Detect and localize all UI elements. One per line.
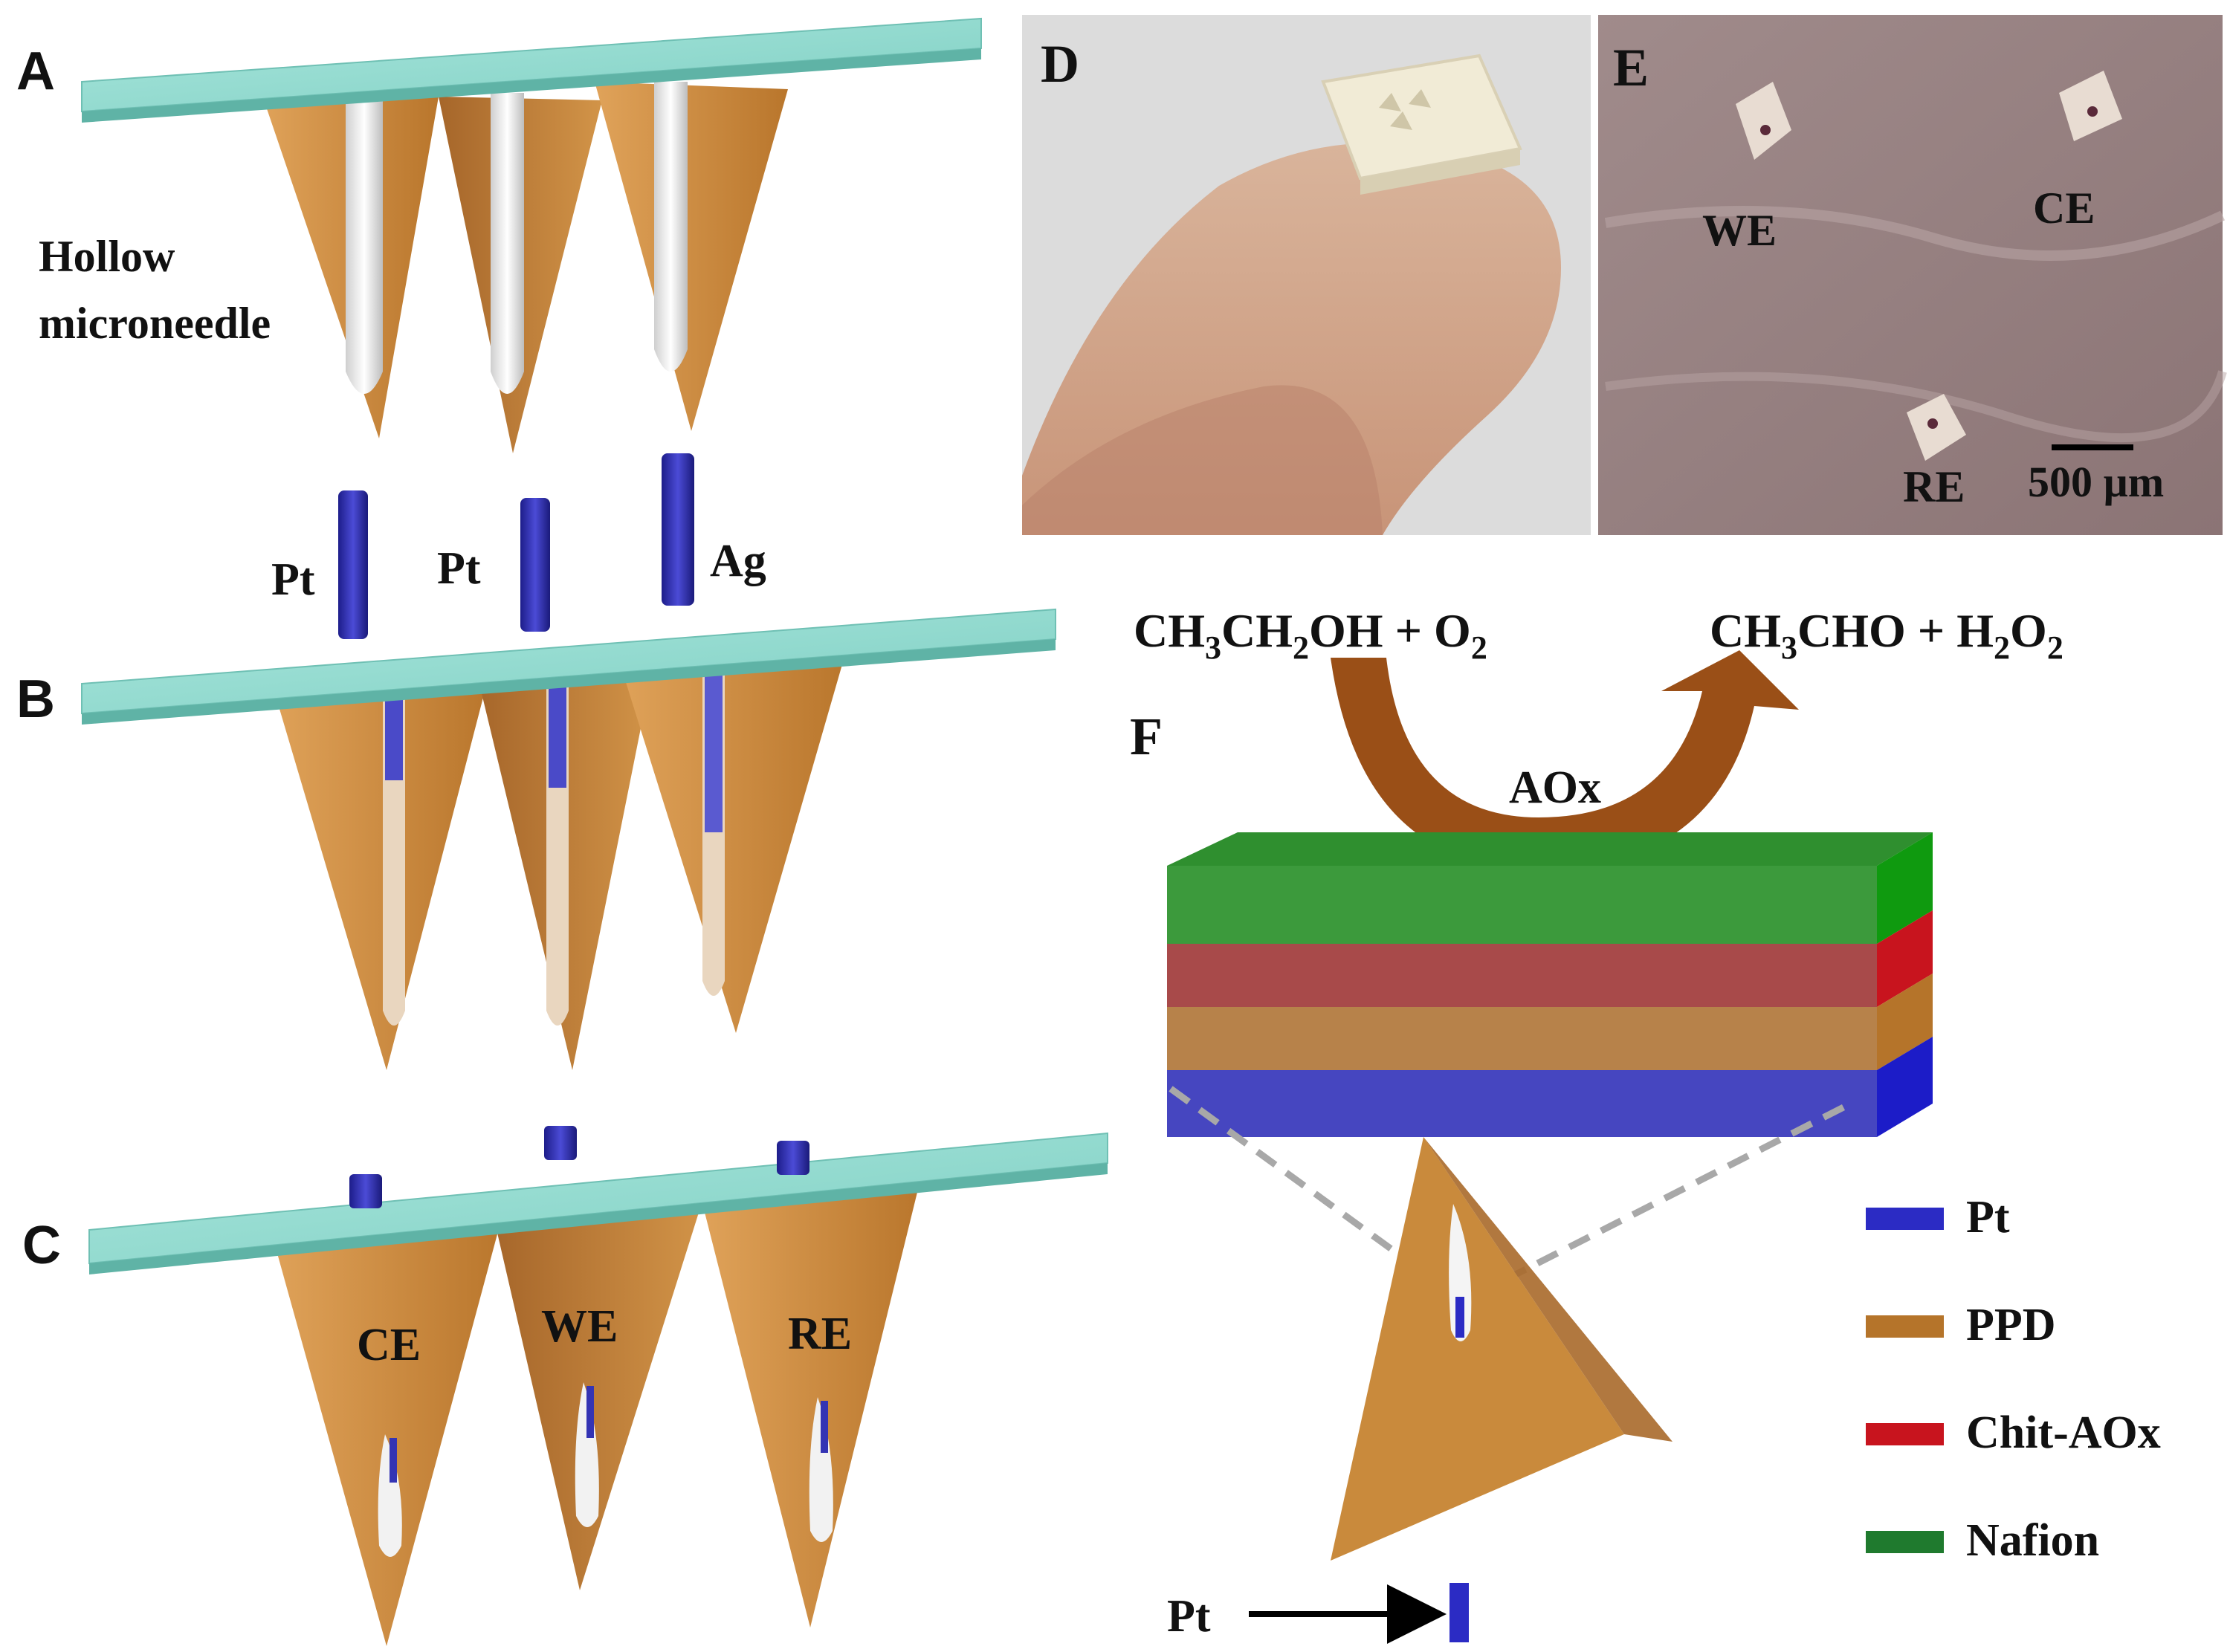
layer-chit-aox bbox=[1167, 944, 1877, 1007]
tissue-texture bbox=[1605, 370, 2227, 443]
panel-letter-b: B bbox=[16, 670, 55, 729]
layer-pt-side bbox=[1877, 1037, 1933, 1137]
electrode-stub bbox=[349, 1174, 382, 1208]
finger-shadow bbox=[1022, 385, 1383, 535]
panel-letter-d: D bbox=[1041, 34, 1079, 94]
panel-b: B Pt Pt Ag bbox=[16, 453, 1056, 1070]
needle bbox=[491, 1189, 706, 1590]
hollow-microneedle-label-line1: Hollow bbox=[39, 232, 175, 281]
substrate-plate-edge bbox=[82, 639, 1056, 725]
micrograph-label-re: RE bbox=[1903, 462, 1965, 511]
panel-c: C CE WE RE bbox=[22, 1126, 1108, 1646]
needle-bore bbox=[491, 93, 524, 394]
legend-label-nafion: Nafion bbox=[1966, 1515, 2099, 1566]
ag-wire bbox=[662, 453, 694, 606]
re-pore bbox=[1927, 418, 1938, 429]
device-bump bbox=[1409, 89, 1431, 108]
micrograph-label-we: WE bbox=[1702, 206, 1777, 255]
layer-ppd-side bbox=[1877, 974, 1933, 1070]
electrode-stub bbox=[777, 1141, 809, 1175]
needle-bore bbox=[346, 89, 383, 394]
legend-swatch-pt bbox=[1866, 1208, 1944, 1230]
needle bbox=[268, 669, 491, 1070]
needle bbox=[268, 1204, 505, 1646]
electrode-stub bbox=[544, 1126, 577, 1160]
panel-e-micrograph: E WE CE RE 500 µm bbox=[1598, 15, 2227, 535]
enzyme-label-aox: AOx bbox=[1509, 762, 1601, 813]
reaction-reactants: CH3CH2OH + O2 bbox=[1134, 604, 1487, 666]
needle bbox=[699, 1174, 922, 1627]
legend-label-pt: Pt bbox=[1966, 1192, 2010, 1243]
pt-pointer-label: Pt bbox=[1167, 1591, 1211, 1642]
pt-tip bbox=[390, 1438, 397, 1483]
layer-nafion-top bbox=[1167, 832, 1933, 866]
substrate-plate-edge bbox=[82, 48, 981, 123]
pt-wire bbox=[520, 498, 550, 632]
legend-swatch-chit-aox bbox=[1866, 1423, 1944, 1445]
needle-bore bbox=[1449, 1204, 1472, 1341]
pt-tip bbox=[586, 1386, 594, 1438]
panel-a: A Hollow microneedle bbox=[16, 17, 982, 453]
single-microneedle-front bbox=[1331, 1137, 1624, 1561]
panel-letter-c: C bbox=[22, 1216, 61, 1275]
layer-nafion bbox=[1167, 866, 1877, 944]
ag-wire-inside bbox=[705, 654, 723, 832]
needle-bore bbox=[654, 82, 688, 372]
legend: Pt PPD Chit-AOx Nafion bbox=[1866, 1192, 2161, 1566]
pt-tip bbox=[821, 1401, 828, 1453]
needle bbox=[595, 82, 788, 431]
micrograph-label-ce: CE bbox=[2033, 184, 2095, 233]
wire-label-ag: Ag bbox=[710, 536, 766, 586]
tissue-background bbox=[1598, 15, 2223, 535]
wire-label-pt-2: Pt bbox=[437, 543, 481, 594]
re-penetration bbox=[1907, 394, 1966, 461]
microneedle-device-side bbox=[1360, 149, 1520, 195]
scale-bar bbox=[2052, 444, 2133, 450]
layer-pt bbox=[1167, 1070, 1877, 1137]
reaction-arrow bbox=[1331, 650, 1799, 869]
tissue-texture bbox=[1604, 206, 2225, 261]
pt-tip bbox=[1455, 1297, 1464, 1338]
electrode-label-we: WE bbox=[541, 1301, 618, 1352]
panel-f: CH3CH2OH + O2 CH3CHO + H2O2 AOx F Pt bbox=[1130, 604, 2063, 1644]
electrode-label-re: RE bbox=[788, 1309, 852, 1359]
panel-d-photo: D bbox=[1022, 15, 1591, 535]
legend-label-chit-aox: Chit-AOx bbox=[1966, 1408, 2161, 1458]
ce-pore bbox=[2087, 106, 2098, 117]
wire-label-pt-1: Pt bbox=[271, 554, 315, 605]
legend-label-ppd: PPD bbox=[1966, 1300, 2056, 1350]
hollow-microneedle-label-line2: microneedle bbox=[39, 299, 271, 348]
scale-bar-label: 500 µm bbox=[2028, 458, 2164, 506]
single-microneedle-side bbox=[1423, 1137, 1672, 1442]
needle bbox=[617, 647, 847, 1033]
we-penetration bbox=[1736, 82, 1791, 160]
ce-penetration bbox=[2059, 71, 2122, 141]
panel-letter-f: F bbox=[1130, 707, 1163, 766]
electrode-label-ce: CE bbox=[357, 1320, 421, 1370]
pt-wire bbox=[338, 490, 368, 639]
panel-letter-e: E bbox=[1613, 38, 1649, 97]
layer-nafion-side bbox=[1877, 832, 1933, 944]
we-pore bbox=[1760, 125, 1771, 135]
layer-chit-aox-side bbox=[1877, 910, 1933, 1007]
substrate-plate-edge bbox=[89, 1163, 1108, 1274]
legend-swatch-ppd bbox=[1866, 1315, 1944, 1338]
reaction-products: CH3CHO + H2O2 bbox=[1710, 604, 2063, 666]
device-bump bbox=[1379, 93, 1401, 111]
layer-ppd bbox=[1167, 1007, 1877, 1070]
panel-letter-a: A bbox=[16, 42, 55, 101]
device-bump bbox=[1390, 111, 1412, 130]
pt-wire-bottom bbox=[1450, 1583, 1469, 1642]
legend-swatch-nafion bbox=[1866, 1531, 1944, 1553]
needle-bore bbox=[378, 1434, 402, 1557]
